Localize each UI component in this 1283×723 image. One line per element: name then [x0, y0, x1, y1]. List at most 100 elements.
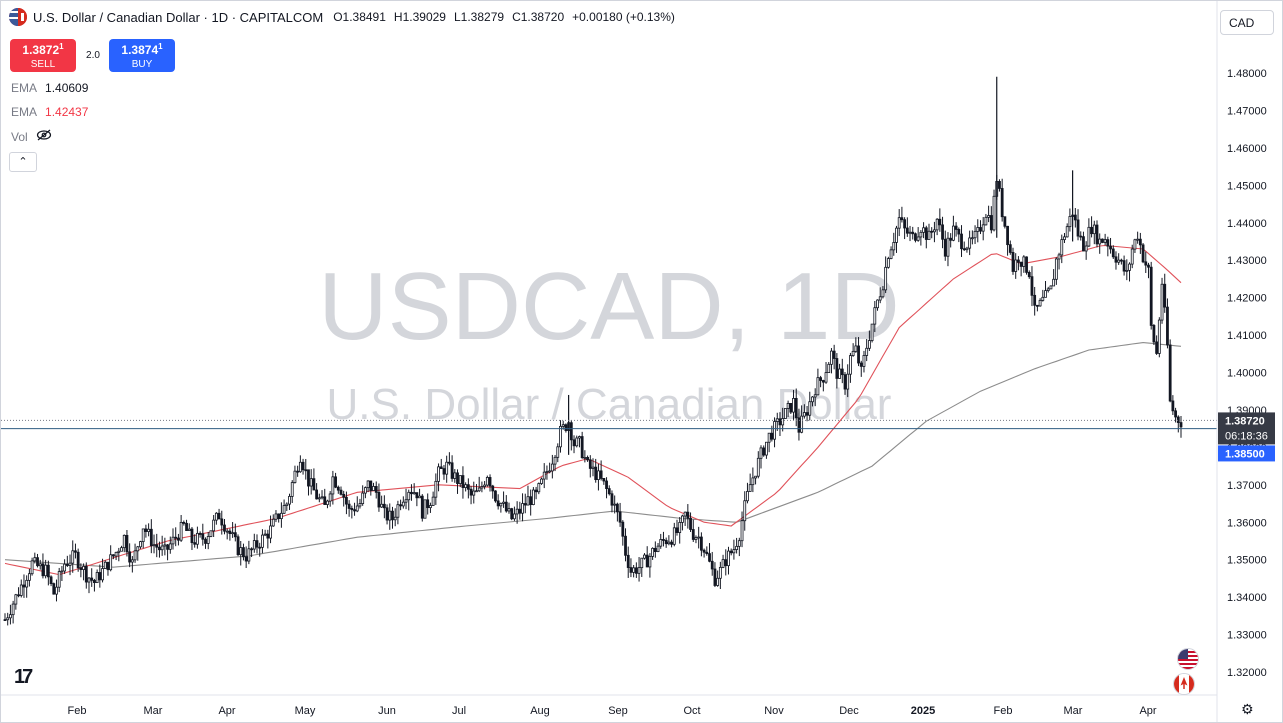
candle	[136, 545, 140, 561]
candle	[621, 520, 625, 546]
candle	[651, 547, 655, 560]
candle	[393, 508, 397, 527]
candle	[312, 468, 316, 491]
sell-label: SELL	[30, 59, 56, 70]
candle	[374, 481, 378, 499]
candle	[789, 402, 793, 415]
candle	[1109, 237, 1112, 254]
candle	[857, 337, 860, 367]
candle	[588, 455, 592, 478]
cad-flag-icon[interactable]	[1173, 673, 1195, 695]
candle	[223, 518, 226, 535]
candle	[867, 330, 871, 351]
candle	[637, 557, 641, 582]
candle	[594, 458, 598, 483]
candle	[233, 523, 237, 542]
usd-flag-icon[interactable]	[1177, 648, 1199, 670]
ohlc-low: L1.38279	[453, 10, 505, 24]
price-axis[interactable]: 1.48000 1.47000 1.46000 1.45000 1.44000 1.430…	[1227, 68, 1267, 679]
tradingview-logo[interactable]: 17	[14, 666, 33, 688]
candle	[521, 493, 524, 522]
candle	[605, 477, 608, 499]
candle	[361, 485, 365, 506]
collapse-legend-button[interactable]: ⌃	[9, 152, 37, 172]
candle	[954, 222, 958, 237]
symbol-title[interactable]: U.S. Dollar / Canadian Dollar · 1D · CAP…	[33, 9, 324, 25]
candle	[1060, 234, 1064, 264]
indicator-name: Vol	[11, 129, 28, 144]
candle	[491, 484, 495, 499]
candle	[1033, 286, 1037, 316]
indicator-ema-fast[interactable]: EMA 1.42437	[11, 105, 88, 119]
candle	[117, 547, 121, 562]
candle	[618, 502, 622, 527]
ohlc-close: C1.38720	[512, 10, 565, 24]
candle	[754, 475, 757, 485]
candle	[369, 480, 373, 496]
candle	[401, 496, 405, 509]
candle	[811, 396, 814, 407]
candle	[320, 490, 324, 500]
candle	[1095, 220, 1099, 248]
candle	[930, 227, 934, 239]
candle	[751, 467, 755, 493]
candle	[1098, 233, 1102, 254]
candle	[827, 362, 831, 373]
candle	[49, 575, 53, 587]
price-tick-label: 1.34000	[1227, 592, 1267, 604]
candle	[1125, 259, 1129, 281]
candle	[285, 502, 289, 511]
buy-button[interactable]: 1.38741 BUY	[109, 39, 175, 72]
ohlc-values: O1.38491 H1.39029 L1.38279 C1.38720 +0.0…	[333, 10, 675, 24]
candle	[572, 435, 576, 454]
price-tags: 1.38720 06:18:36 1.38500	[1218, 412, 1275, 462]
candle	[1119, 258, 1123, 265]
candle	[168, 536, 172, 554]
eye-hidden-icon[interactable]	[36, 129, 52, 144]
candle	[908, 225, 912, 242]
candle	[475, 484, 478, 493]
candle	[756, 451, 760, 479]
candle	[556, 443, 560, 463]
candle	[513, 506, 516, 521]
settings-gear-icon[interactable]: ⚙	[1241, 701, 1254, 717]
candle	[301, 458, 305, 475]
candle	[632, 564, 636, 578]
price-tick-label: 1.40000	[1227, 368, 1267, 380]
time-axis[interactable]: Feb Mar Apr May Jun Jul Aug Sep Oct Nov Dec 2025 Feb…	[68, 705, 1157, 717]
candle	[247, 540, 251, 565]
candle	[458, 475, 462, 488]
indicator-volume[interactable]: Vol	[11, 129, 52, 144]
candle	[786, 400, 790, 417]
candle	[727, 546, 730, 575]
candle	[52, 582, 56, 595]
candle	[821, 379, 825, 392]
candle	[607, 485, 611, 496]
price-tick-label: 1.44000	[1227, 218, 1267, 230]
time-tick-label: Aug	[530, 705, 550, 717]
sell-button[interactable]: 1.38721 SELL	[10, 39, 76, 72]
price-tick-label: 1.33000	[1227, 630, 1267, 642]
indicator-ema-slow[interactable]: EMA 1.40609	[11, 81, 88, 95]
candle	[553, 455, 557, 472]
candle	[569, 420, 573, 451]
time-tick-label: Jul	[452, 705, 466, 717]
candle	[778, 412, 782, 437]
candle	[946, 232, 950, 267]
candle	[434, 473, 438, 505]
candle	[282, 499, 286, 514]
candle	[1041, 289, 1045, 302]
candle	[667, 535, 671, 546]
candle	[65, 555, 69, 567]
candle	[870, 323, 874, 343]
currency-button[interactable]: CAD	[1220, 10, 1274, 35]
candle	[1136, 231, 1140, 244]
candle	[1106, 236, 1110, 257]
time-tick-label: May	[295, 705, 316, 717]
candle	[1065, 223, 1069, 238]
candle	[363, 486, 367, 499]
time-tick-label: Apr	[1139, 705, 1156, 717]
candle	[382, 495, 386, 519]
time-tick-label: Mar	[1064, 705, 1083, 717]
